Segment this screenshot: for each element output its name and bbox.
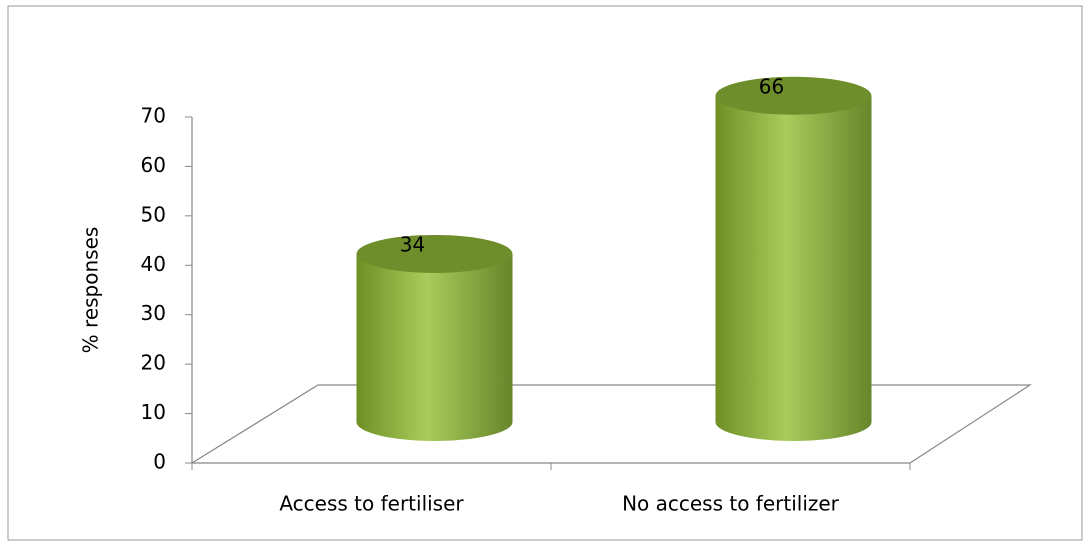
cylinder-top xyxy=(715,76,872,115)
y-tick-label: 30 xyxy=(141,301,166,325)
x-tick-label: No access to fertilizer xyxy=(622,492,840,516)
cylinder xyxy=(356,234,513,442)
y-tick-label: 70 xyxy=(141,104,166,128)
y-tick-label: 60 xyxy=(141,153,166,177)
cylinder-top xyxy=(356,234,513,273)
data-label: 66 xyxy=(759,74,784,98)
cylinder-body xyxy=(356,253,513,442)
frame xyxy=(7,5,1083,541)
y-tick-label: 40 xyxy=(141,252,166,276)
y-axis-title: % responses xyxy=(79,227,103,354)
cylinder-body xyxy=(715,95,872,442)
cylinder xyxy=(715,76,872,442)
y-tick-label: 0 xyxy=(153,450,166,474)
data-label: 34 xyxy=(400,232,425,256)
y-tick-label: 20 xyxy=(141,351,166,375)
floor xyxy=(189,384,1033,464)
y-tick-label: 10 xyxy=(141,400,166,424)
x-tick-label: Access to fertiliser xyxy=(279,492,464,516)
y-tick-label: 50 xyxy=(141,202,166,226)
